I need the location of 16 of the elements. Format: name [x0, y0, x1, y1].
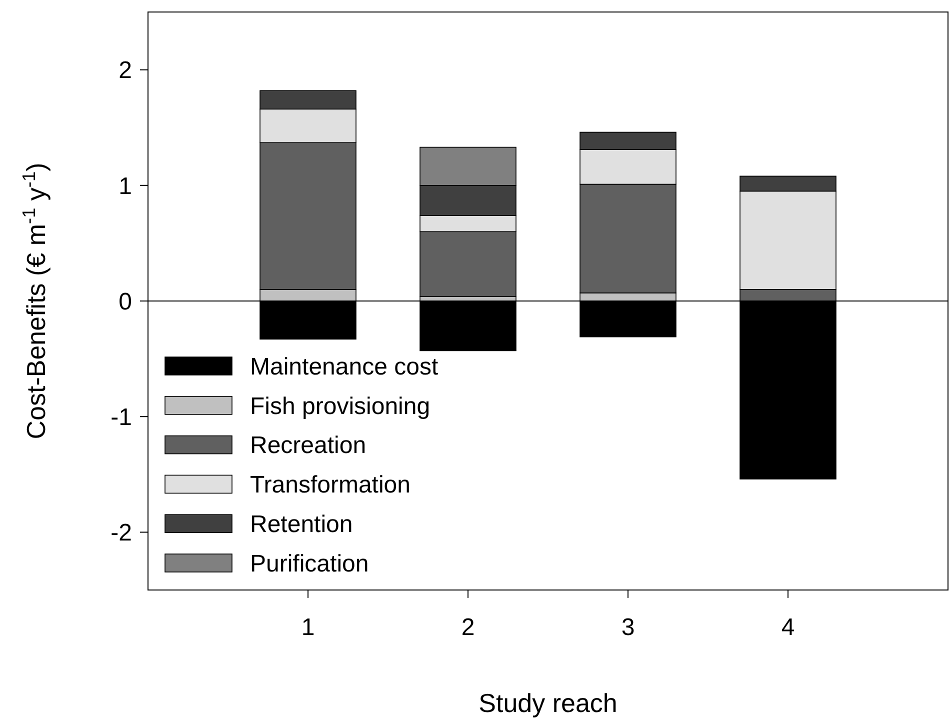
legend-label: Recreation — [250, 432, 366, 460]
x-tick-label: 1 — [301, 614, 315, 641]
legend-label: Maintenance cost — [250, 353, 438, 380]
x-tick-label: 3 — [621, 614, 635, 641]
x-tick-label: 4 — [781, 614, 795, 641]
y-tick-label: 1 — [118, 172, 132, 200]
legend-label: Transformation — [250, 472, 410, 499]
x-axis-title: Study reach — [478, 688, 618, 718]
y-tick-label: 0 — [118, 288, 132, 316]
legend-label: Fish provisioning — [250, 392, 430, 420]
legend-label: Retention — [250, 511, 353, 538]
y-tick-label: -1 — [110, 404, 132, 431]
y-tick-label: 2 — [118, 57, 132, 84]
x-tick-label: 2 — [461, 614, 475, 641]
y-tick-label: -2 — [110, 520, 132, 547]
legend-label: Purification — [250, 550, 369, 578]
